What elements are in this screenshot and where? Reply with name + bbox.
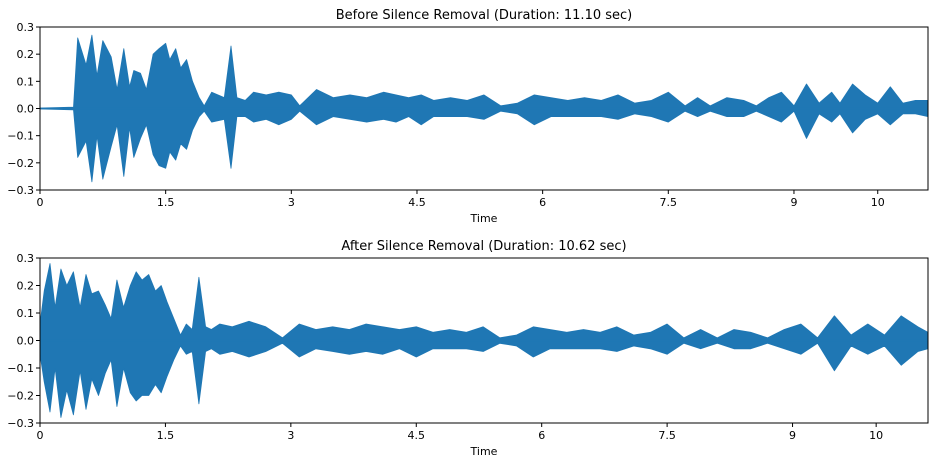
x-tick-label: 7.5 <box>660 196 678 209</box>
y-tick-label: 0.3 <box>17 21 35 34</box>
x-axis-label: Time <box>470 445 498 458</box>
y-tick-label: 0.1 <box>17 75 35 88</box>
x-tick-label: 9 <box>789 429 796 442</box>
x-tick-label: 10 <box>869 429 883 442</box>
y-tick-label: −0.2 <box>7 157 34 170</box>
x-tick-label: 1.5 <box>157 429 175 442</box>
x-tick-label: 10 <box>871 196 885 209</box>
y-tick-label: −0.1 <box>7 130 34 143</box>
y-tick-label: 0.0 <box>17 335 35 348</box>
panel-after-silence-removal: After Silence Removal (Duration: 10.62 s… <box>7 239 929 458</box>
x-tick-label: 9 <box>790 196 797 209</box>
x-tick-label: 7.5 <box>658 429 676 442</box>
x-tick-label: 4.5 <box>408 429 426 442</box>
y-tick-label: 0.1 <box>17 307 35 320</box>
y-tick-label: −0.2 <box>7 390 34 403</box>
x-tick-label: 3 <box>288 196 295 209</box>
x-tick-label: 6 <box>539 196 546 209</box>
x-tick-label: 6 <box>538 429 545 442</box>
panel-before-silence-removal: Before Silence Removal (Duration: 11.10 … <box>7 8 929 225</box>
x-tick-label: 3 <box>287 429 294 442</box>
y-tick-label: −0.3 <box>7 184 34 197</box>
y-tick-label: 0.2 <box>17 280 35 293</box>
x-axis-label: Time <box>470 212 498 225</box>
chart-title: Before Silence Removal (Duration: 11.10 … <box>336 8 632 23</box>
y-tick-label: 0.0 <box>17 103 35 116</box>
x-tick-label: 0 <box>37 429 44 442</box>
chart-title: After Silence Removal (Duration: 10.62 s… <box>341 239 626 254</box>
y-tick-label: −0.3 <box>7 417 34 430</box>
x-tick-label: 1.5 <box>157 196 175 209</box>
y-tick-label: −0.1 <box>7 362 34 375</box>
x-tick-label: 0 <box>37 196 44 209</box>
x-tick-label: 4.5 <box>408 196 426 209</box>
y-tick-label: 0.2 <box>17 48 35 61</box>
y-tick-label: 0.3 <box>17 252 35 265</box>
